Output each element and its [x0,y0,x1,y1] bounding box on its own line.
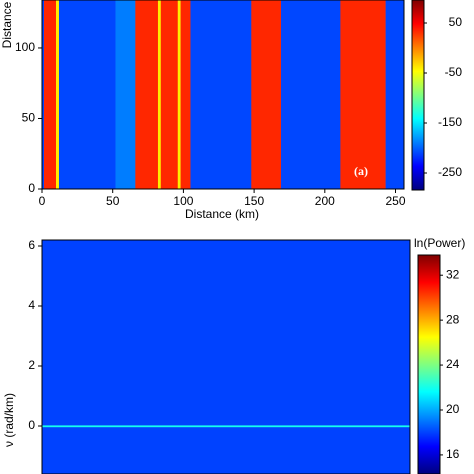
heatmap-cell [42,0,45,189]
heatmap-cell [42,426,410,474]
colorbar-tick-label: -150 [438,115,462,129]
heatmap-cell [160,0,179,189]
heatmap-cell [135,0,159,189]
x-tick-label: 150 [244,194,264,208]
heatmap-cell [180,0,191,189]
y-axis-label: ν (rad/km) [2,393,16,447]
heatmap-cell [157,0,162,189]
heatmap-cell [385,0,405,189]
y-tick-label: 6 [28,238,35,252]
heatmap-cell [251,0,282,189]
x-tick-label: 250 [386,194,406,208]
annotation: (a) [354,164,368,178]
heatmap-cell [280,0,341,189]
x-tick-label: 200 [315,194,335,208]
heatmap-cell [177,0,181,189]
heatmap-cell [190,0,252,189]
heatmap-cell [42,240,410,426]
colorbar [411,0,425,191]
colorbar-tick-label: -50 [445,65,463,79]
colorbar-tick-label: 32 [446,267,460,281]
y-tick-label: 0 [28,418,35,432]
x-tick-label: 0 [39,194,46,208]
colorbar [417,254,441,474]
y-tick-label: 4 [28,298,35,312]
colorbar-label: ln(Power) [414,236,465,250]
y-tick-label: 2 [28,358,35,372]
y-tick-label: 100 [15,40,35,54]
x-tick-label: 100 [173,194,193,208]
x-tick-label: 50 [106,194,120,208]
plot-frame [41,239,411,474]
colorbar-tick-label: 16 [446,447,460,461]
heatmap-cell [55,0,60,189]
colorbar-tick-label: 28 [446,312,460,326]
y-tick-label: 0 [28,181,35,195]
y-axis-label: Distance [0,1,14,48]
heatmap-cell [42,425,410,428]
heatmap-cell [58,0,116,189]
heatmap-cell [115,0,136,189]
colorbar-tick-label: 24 [446,357,460,371]
x-axis-label: Distance (km) [185,207,259,221]
colorbar-tick-label: 50 [449,15,463,29]
heatmap-cell [43,0,57,189]
y-tick-label: 50 [22,111,36,125]
colorbar-tick-label: 20 [446,402,460,416]
panel-a: 0 50 100 0 50 100 150 200 250 50 -50 -150 -250 [15,0,462,208]
heatmap-cell [340,0,386,189]
colorbar-tick-label: -250 [438,165,462,179]
plot-frame [41,0,405,190]
